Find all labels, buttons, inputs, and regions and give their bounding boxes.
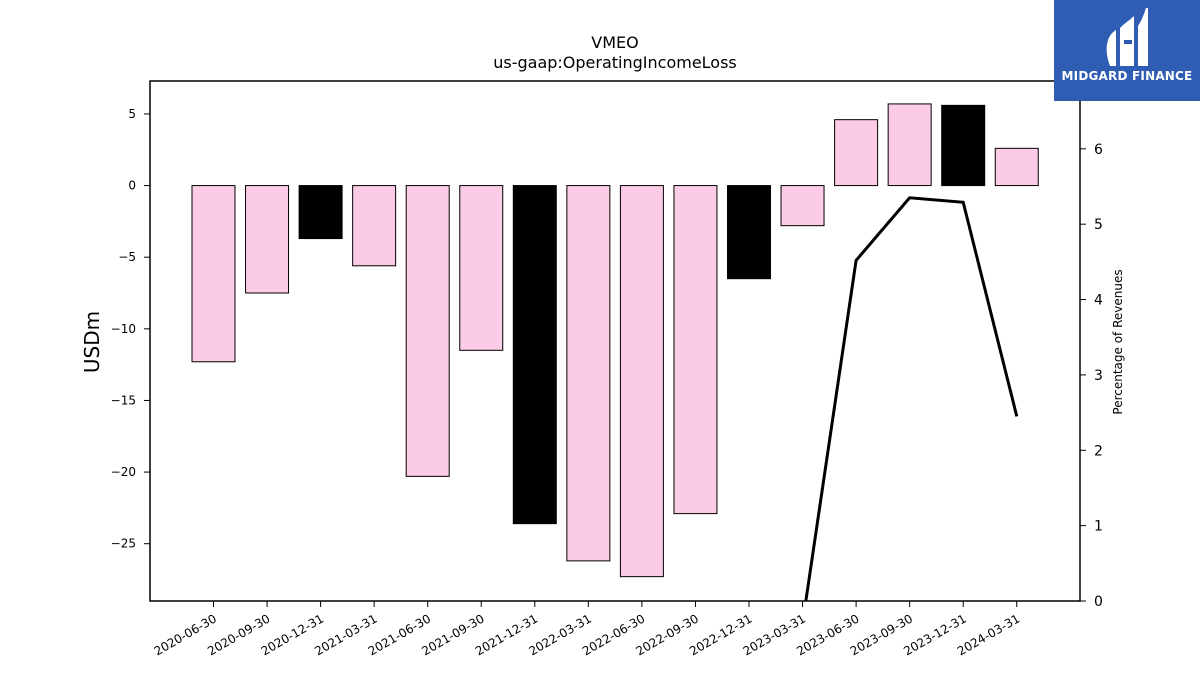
- bar-2021-12-31: [512, 185, 557, 525]
- y-axis-label: USDm: [80, 311, 104, 373]
- bar-2023-09-30: [887, 103, 932, 187]
- bar-2020-06-30: [191, 185, 236, 363]
- y-axis-right-label: Percentage of Revenues: [1111, 269, 1125, 414]
- midgard-finance-logo: MIDGARD FINANCE: [1054, 0, 1200, 101]
- bar-2023-12-31: [941, 104, 986, 187]
- bar-2022-09-30: [673, 185, 718, 515]
- bar-2021-09-30: [459, 185, 504, 351]
- chart-subtitle: us-gaap:OperatingIncomeLoss: [493, 53, 737, 72]
- y-tick-label: −5: [118, 250, 136, 264]
- y-right-tick-label: 0: [1094, 594, 1103, 610]
- bar-2023-03-31: [780, 185, 825, 227]
- y-tick-label: −25: [111, 537, 136, 551]
- plot-frame: [149, 80, 1081, 602]
- y-tick-label: 5: [128, 107, 136, 121]
- bar-2022-03-31: [566, 185, 611, 562]
- y-right-tick-label: 1: [1094, 519, 1103, 535]
- logo-text: MIDGARD FINANCE: [1061, 69, 1193, 83]
- y-right-tick-label: 4: [1094, 293, 1103, 309]
- line-group: [804, 196, 1019, 601]
- y-right-tick-label: 3: [1094, 368, 1103, 384]
- bar-2022-06-30: [619, 185, 664, 578]
- y-tick-label: −15: [111, 393, 136, 407]
- bar-2021-03-31: [352, 185, 397, 267]
- bar-2020-09-30: [245, 185, 290, 294]
- logo-mark-icon: [1106, 8, 1148, 66]
- y-tick-label: −20: [111, 465, 136, 479]
- line-series: [804, 196, 1019, 601]
- bar-2020-12-31: [298, 185, 343, 240]
- bar-2023-06-30: [834, 119, 879, 187]
- y-right-tick-label: 6: [1094, 142, 1103, 158]
- bar-2021-06-30: [405, 185, 450, 477]
- bars-group: [191, 103, 1039, 578]
- y-tick-label: −10: [111, 322, 136, 336]
- y-right-tick-label: 5: [1094, 217, 1103, 233]
- chart-title: VMEO: [591, 33, 638, 52]
- bar-2024-03-31: [994, 147, 1039, 187]
- bar-2022-12-31: [727, 185, 771, 280]
- y-right-tick-label: 2: [1094, 443, 1103, 459]
- y-tick-label: 0: [128, 179, 136, 193]
